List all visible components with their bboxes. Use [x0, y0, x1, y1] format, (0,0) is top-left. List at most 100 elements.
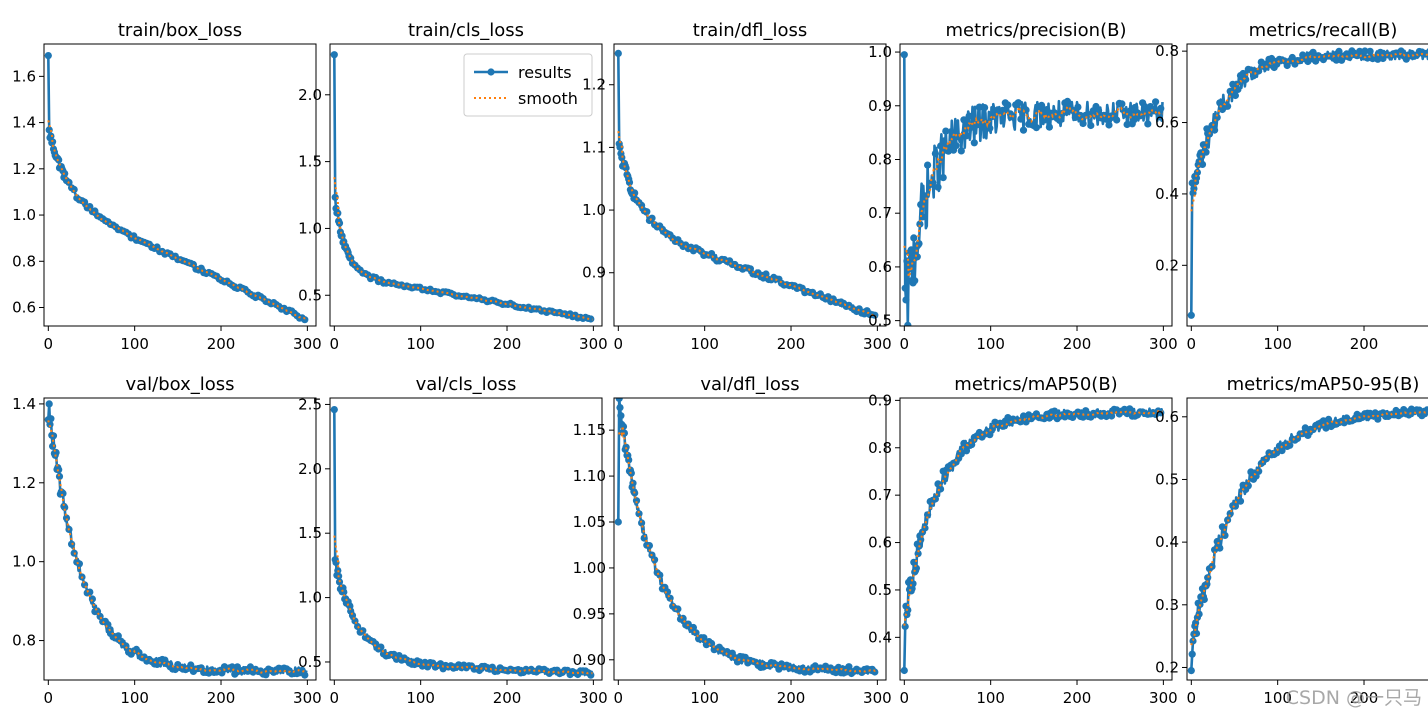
series-smooth — [1190, 52, 1428, 212]
y-tick-label: 1.05 — [573, 513, 606, 531]
y-tick-label: 1.00 — [573, 559, 606, 577]
results-point — [962, 132, 971, 140]
smooth-line — [47, 420, 307, 674]
subplot-title: val/cls_loss — [416, 374, 517, 395]
results-line — [903, 407, 1164, 671]
x-tick-label: 100 — [120, 689, 149, 707]
x-tick-label: 100 — [1263, 335, 1292, 353]
results-point — [965, 112, 973, 120]
y-tick-label: 0.6 — [1155, 408, 1179, 426]
results-point — [1325, 415, 1333, 423]
y-tick-label: 0.8 — [1155, 42, 1179, 60]
results-point — [332, 558, 340, 567]
results-point — [968, 441, 976, 449]
results-point — [1074, 103, 1082, 111]
series-smooth — [618, 425, 877, 673]
y-tick-label: 1.1 — [582, 138, 606, 156]
results-point — [1139, 99, 1147, 107]
x-tick-label: 200 — [777, 689, 806, 707]
results-point — [931, 495, 940, 503]
x-tick-label: 0 — [900, 689, 910, 707]
results-point — [1415, 406, 1423, 414]
results-point — [625, 456, 633, 464]
results-point — [75, 560, 83, 568]
x-tick-label: 200 — [1063, 335, 1092, 353]
results-point — [917, 536, 925, 544]
results-point — [1187, 311, 1195, 319]
results-point — [1192, 629, 1201, 638]
y-tick-label: 0.5 — [868, 312, 892, 330]
x-tick-label: 100 — [120, 335, 149, 353]
watermark: CSDN @一只马 — [1285, 687, 1422, 709]
results-point — [645, 542, 654, 550]
results-point — [1157, 104, 1165, 112]
results-point — [1045, 123, 1053, 131]
results-point — [1195, 610, 1203, 618]
results-point — [45, 126, 53, 134]
subplot-title: metrics/precision(B) — [945, 20, 1126, 41]
y-tick-label: 0.2 — [1155, 256, 1179, 274]
x-tick-label: 0 — [330, 335, 340, 353]
results-point — [674, 605, 682, 613]
x-tick-label: 200 — [1350, 689, 1379, 707]
results-point — [1056, 116, 1064, 124]
y-tick-label: 0.9 — [582, 264, 606, 282]
y-tick-label: 0.8 — [868, 439, 892, 457]
results-point — [1063, 97, 1072, 105]
results-point — [931, 150, 940, 158]
y-tick-label: 1.0 — [12, 206, 36, 224]
results-point — [942, 127, 950, 135]
results-point — [635, 510, 643, 518]
results-point — [49, 442, 57, 450]
series-smooth — [47, 120, 307, 320]
results-point — [960, 116, 968, 124]
y-tick-label: 0.4 — [868, 628, 892, 646]
results-point — [1255, 467, 1263, 475]
subplot-train-dfl-loss: train/dfl_loss 0 100 200 300 0.9 1.0 1.1 1.2 — [582, 20, 892, 353]
x-tick-label: 0 — [1187, 689, 1197, 707]
x-tick-label: 200 — [207, 689, 236, 707]
results-point — [616, 143, 624, 151]
results-point — [901, 622, 909, 631]
y-tick-label: 0.5 — [298, 653, 322, 671]
series-results — [44, 52, 309, 324]
results-point — [1131, 103, 1139, 112]
smooth-line — [903, 410, 1163, 626]
axes-frame — [43, 43, 317, 327]
results-point — [1211, 126, 1219, 134]
series-results — [614, 49, 879, 319]
subplot-metrics-precision-b-: metrics/precision(B) 0 100 200 300 0.5 0.6 0.7 0… — [868, 20, 1178, 353]
series-results — [44, 400, 309, 679]
y-tick-label: 0.8 — [12, 632, 36, 650]
results-point — [1244, 482, 1252, 490]
x-tick-label: 100 — [976, 335, 1005, 353]
results-point — [924, 161, 932, 169]
results-point — [1242, 75, 1250, 83]
results-point — [1144, 120, 1152, 128]
x-tick-label: 100 — [690, 335, 719, 353]
x-tick-label: 0 — [614, 335, 624, 353]
x-tick-label: 300 — [293, 689, 322, 707]
results-point — [1361, 47, 1369, 55]
results-point — [1229, 80, 1237, 88]
results-point — [47, 132, 55, 140]
results-point — [1332, 56, 1340, 64]
legend-results-marker — [487, 68, 495, 76]
y-tick-label: 1.0 — [582, 201, 606, 219]
y-tick-label: 0.8 — [868, 150, 892, 168]
subplot-title: metrics/mAP50(B) — [954, 374, 1117, 395]
results-point — [1043, 106, 1051, 114]
series-smooth — [903, 410, 1163, 626]
y-tick-label: 0.7 — [868, 486, 892, 504]
results-point — [359, 627, 367, 635]
results-point — [1304, 431, 1312, 439]
results-point — [957, 450, 965, 458]
results-point — [871, 311, 879, 319]
axes-frame — [1186, 397, 1428, 681]
results-point — [625, 178, 634, 186]
results-point — [1288, 53, 1296, 62]
results-point — [957, 147, 965, 155]
results-point — [1032, 124, 1040, 132]
results-point — [904, 321, 912, 326]
